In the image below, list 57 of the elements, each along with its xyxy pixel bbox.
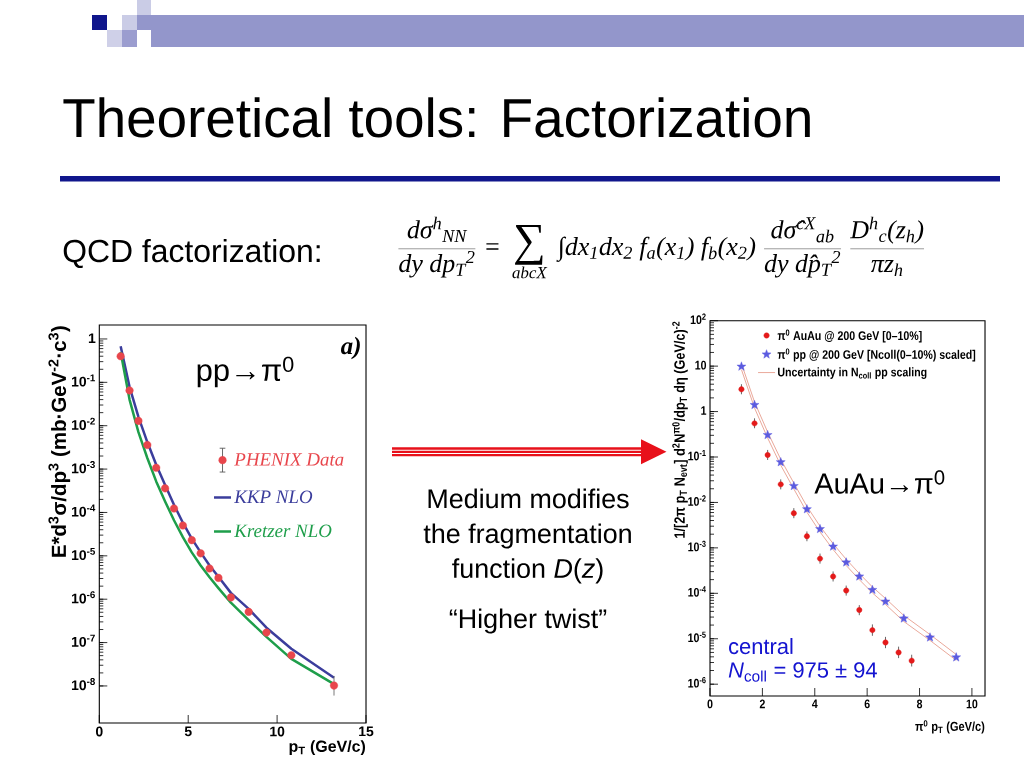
text: Medium modifies the fragmentation function D(z) [423,488,631,584]
legend-label: π$^{0}$ pp @ 200 GeV [Ncoll(0–10%) scaled] [777,348,976,362]
x-tick-label: 15 [359,726,374,737]
y-tick-label: 10$^{-6}$ [71,591,95,604]
text: dy dp̂$_{T}$2 [764,251,841,278]
annotation: N$_{coll}$ = 975 ± 94 [728,662,877,682]
x-tick-label: 8 [916,699,923,709]
text: 1/[2π p$_{T}$ N$_{evt}$] d$^{2}$N$^{π0}$/dp$_{T}$ dη (GeV/c)$^{-2}$ [672,321,688,538]
y-tick-label: 10$^{-7}$ [71,634,95,647]
y-tick-label: 10$^{-4}$ [688,586,706,597]
y-tick-label: 10$^{2}$ [690,313,706,325]
text: “Higher twist” [449,608,607,634]
annotation: pp→π$^{0}$ [197,356,294,388]
legend-label: Kretzer NLO [234,524,332,538]
y-tick-label: 10$^{-2}$ [71,417,95,430]
text: dσ$^{h}$NN [407,216,468,242]
y-tick-label: 10$^{-2}$ [688,495,706,506]
legend-label: PHENIX Data [234,453,344,466]
text: ∫dx$_{1}$dx$_{2}$ f$_{a}$(x$_{1}$) f$_{b}$(x$_{2}$) [556,236,756,262]
y-tick-label: 10$^{-6}$ [688,677,706,688]
legend-label: π$^{0}$ AuAu @ 200 GeV [0–10%] [777,329,922,343]
text: QCD factorization: [63,238,320,268]
y-tick-label: 1 [88,333,96,344]
text: Theoretical tools: Factorization [63,97,810,138]
y-tick-label: 10$^{-3}$ [71,461,95,474]
text: ∑ [515,224,543,265]
annotation: AuAu→π$^{0}$ [814,470,945,494]
x-tick-label: 10 [270,726,285,737]
text: = [486,243,499,250]
text: D$^{h}$$_{c}$(z$_{h}$) [850,216,924,244]
x-tick-label: 6 [864,699,870,709]
annotation: a) [341,336,360,360]
x-tick-label: 2 [759,699,765,709]
y-tick-label: 1 [701,406,707,415]
x-tick-label: 10 [966,699,978,709]
y-tick-label: 10$^{-1}$ [688,449,706,461]
y-tick-label: 10$^{-1}$ [71,374,96,387]
legend-label: Uncertainty in N$_{coll}$ pp scaling [778,367,927,379]
x-axis-title: π$^{0}$ p$_{T}$ (GeV/c) [915,720,985,734]
legend-label: KKP NLO [234,490,313,504]
text: E*d$^{3}$σ/dp$^{3}$ (mb·GeV$^{-2}$·c$^{3}$) [48,326,71,557]
y-tick-label: 10$^{-5}$ [71,547,96,561]
y-tick-label: 10$^{-4}$ [71,504,96,517]
y-tick-label: 10$^{-8}$ [71,677,95,691]
text: dσ̂$^{cX}$ab [771,217,834,243]
x-tick-label: 4 [811,699,818,709]
y-tick-label: 10 [695,360,707,370]
x-tick-label: 5 [184,726,192,737]
annotation: central [729,638,793,655]
x-tick-label: 0 [95,726,103,737]
y-tick-label: 10$^{-3}$ [688,540,706,552]
y-tick-label: 10$^{-5}$ [688,631,706,643]
text: dy dp$_{T}$2 [399,251,475,278]
x-axis-title: p$_{T}$ (GeV/c) [289,740,366,756]
text: abcX [512,266,548,279]
text: πz$_{h}$ [871,260,903,277]
x-tick-label: 0 [707,699,713,709]
